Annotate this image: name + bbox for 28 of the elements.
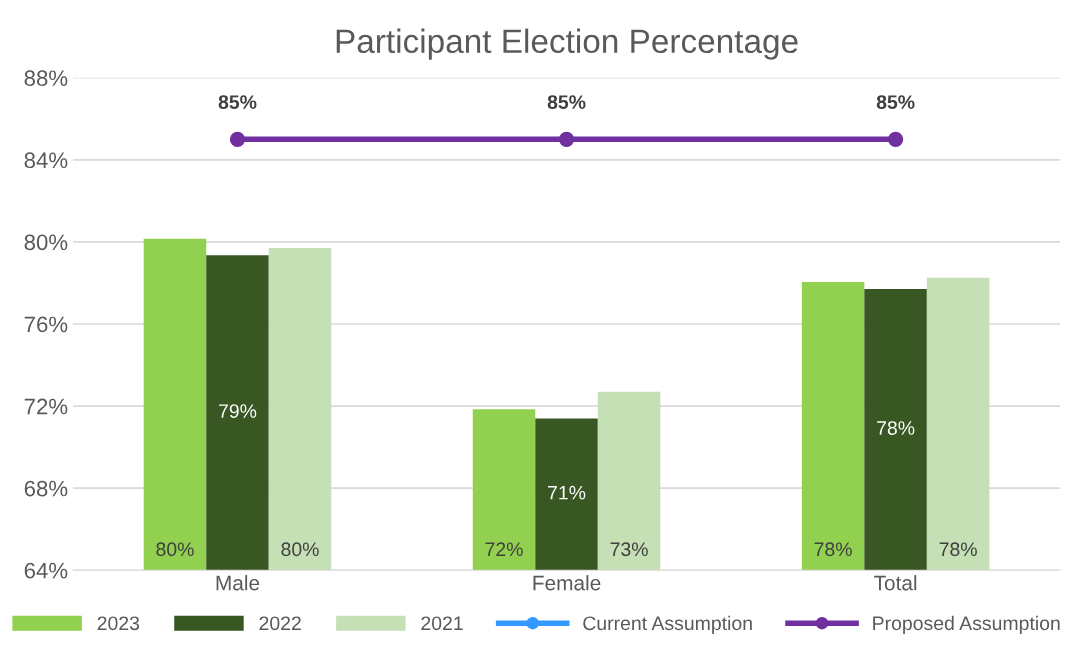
data-label: 85% (876, 95, 915, 109)
chart-title: Participant Election Percentage (336, 28, 798, 60)
y-tick-label: 88% (24, 70, 68, 87)
data-label: 71% (548, 485, 586, 500)
data-label: 73% (610, 542, 648, 557)
data-label: 79% (219, 404, 257, 418)
legend-label: Current Assumption (583, 615, 752, 634)
x-tick-label: Total (874, 575, 917, 591)
legend-label: Proposed Assumption (873, 615, 1060, 634)
legend-label: 2022 (259, 616, 301, 631)
y-tick-label: 72% (24, 398, 68, 415)
legend-label: 2023 (97, 616, 140, 631)
data-label: 80% (281, 542, 319, 557)
y-tick-label: 80% (24, 234, 68, 251)
data-label: 78% (814, 542, 852, 557)
data-label: 72% (485, 542, 523, 557)
y-tick-label: 68% (24, 480, 68, 497)
data-label: 78% (939, 542, 977, 557)
legend-label: 2021 (421, 616, 463, 631)
data-label: 85% (218, 95, 257, 109)
data-label: 80% (156, 542, 194, 557)
y-tick-label: 84% (24, 152, 68, 169)
y-tick-label: 76% (24, 316, 68, 333)
x-tick-label: Female (533, 575, 601, 591)
data-label: 78% (877, 421, 915, 435)
y-tick-label: 64% (24, 562, 68, 579)
data-label: 85% (547, 95, 586, 109)
x-tick-label: Male (216, 575, 260, 591)
